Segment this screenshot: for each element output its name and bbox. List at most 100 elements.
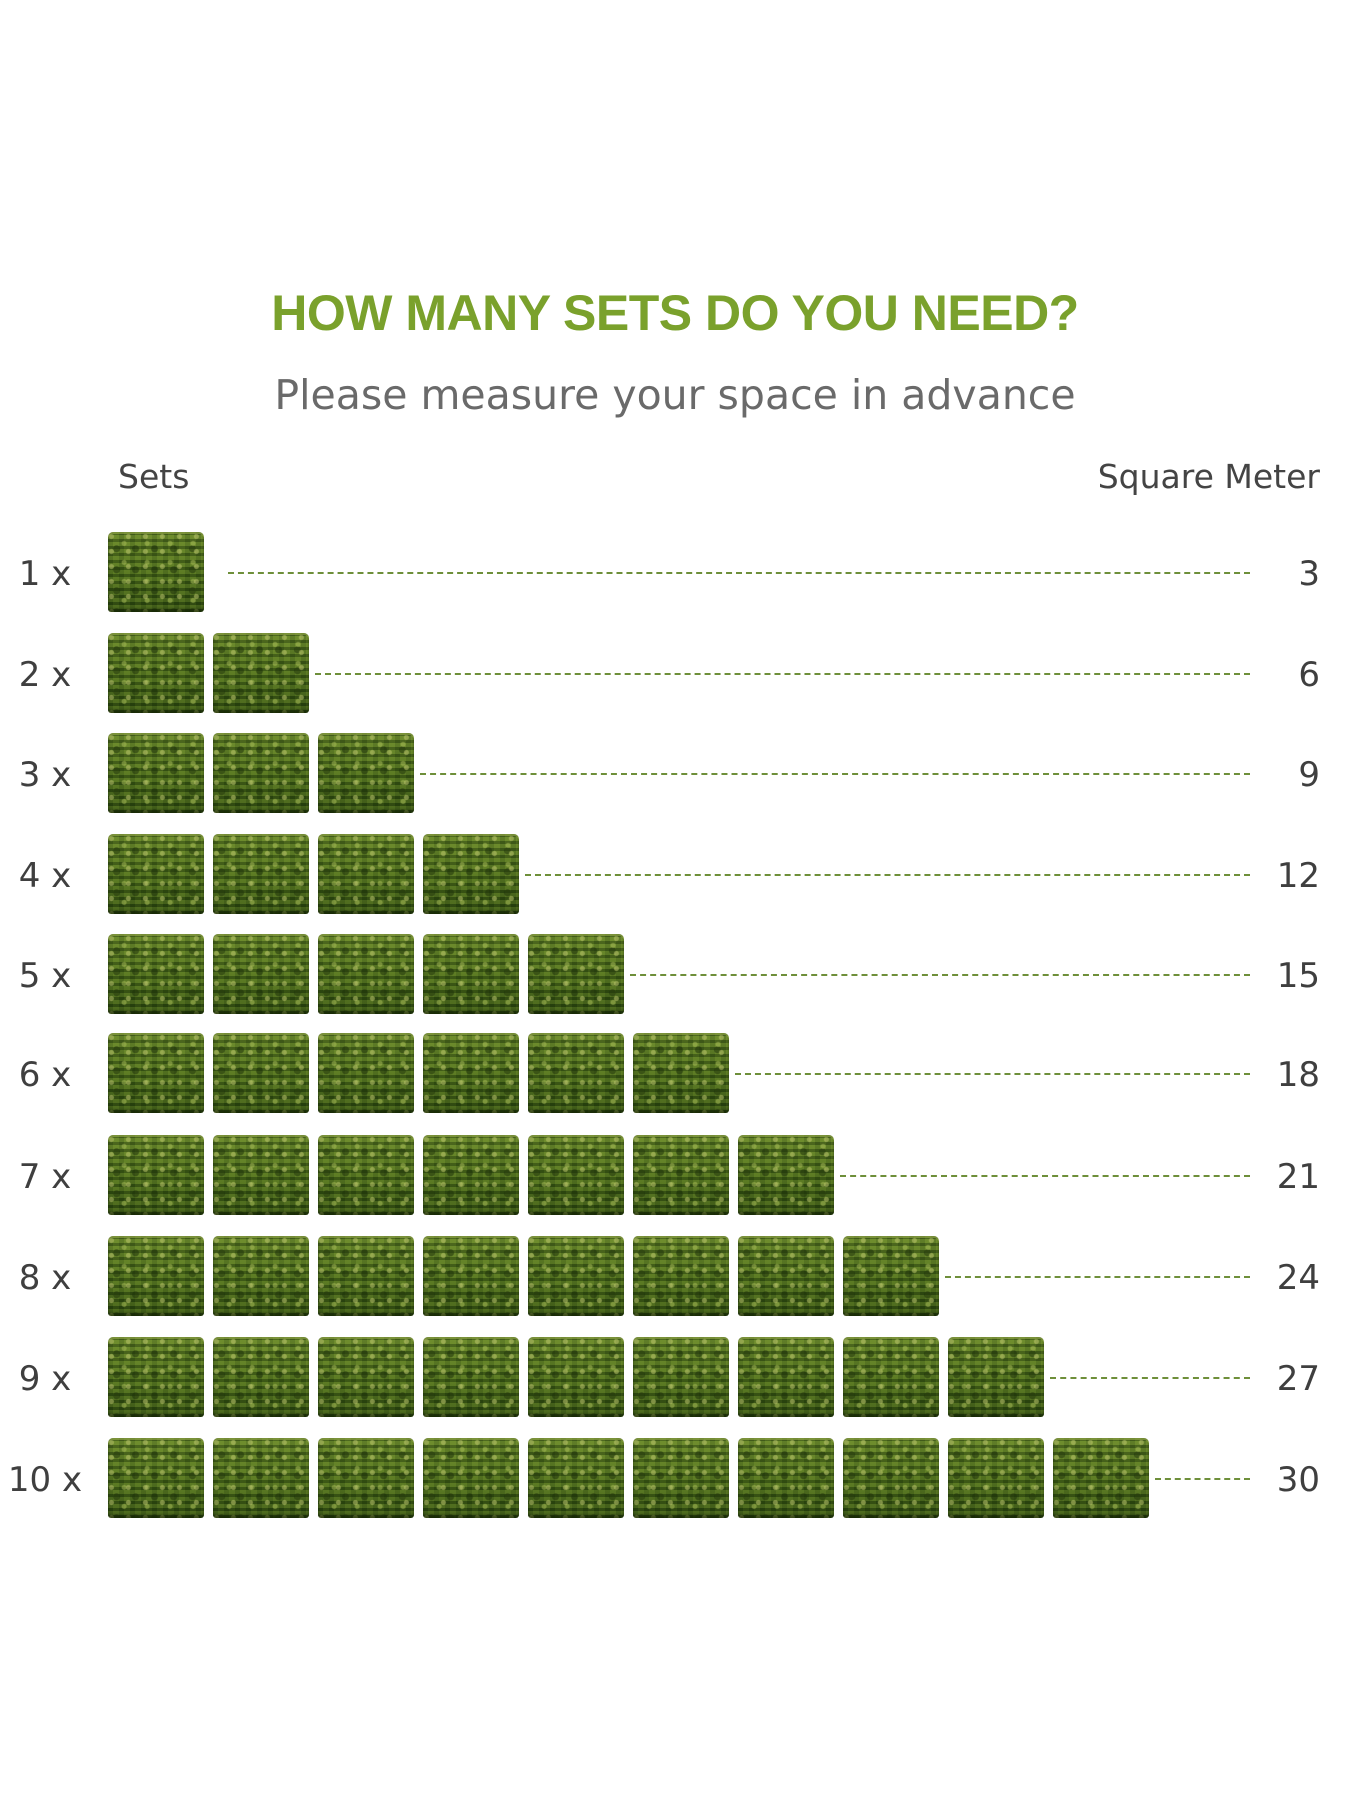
sets-row: 9 x 27 [0,1337,1350,1419]
grass-panel-icon [108,834,204,914]
dashed-leader-line [1155,1478,1250,1480]
grass-panel-icon [423,1135,519,1215]
sets-count-label: 5 x [18,956,72,996]
sets-count-label: 9 x [18,1359,72,1399]
square-meter-value: 24 [1276,1258,1320,1298]
dashed-leader-line [1050,1377,1250,1379]
grass-panel-icon [738,1438,834,1518]
grass-panel-icon [528,934,624,1014]
page-subtitle: Please measure your space in advance [274,371,1076,419]
grass-panel-icon [633,1236,729,1316]
grass-panel-icon [1053,1438,1149,1518]
grass-panel-icon [213,834,309,914]
grass-panel-icon [843,1337,939,1417]
grass-panel-icon [528,1337,624,1417]
grass-panel-icon [318,733,414,813]
sets-column-header: Sets [118,457,190,496]
grass-panel-icon [108,1135,204,1215]
sets-count-label: 1 x [18,554,72,594]
grass-panel-icon [528,1135,624,1215]
grass-panel-icon [738,1236,834,1316]
sets-count-label: 4 x [18,856,72,896]
square-meter-value: 3 [1298,554,1320,594]
grass-panel-group [108,532,213,614]
grass-panel-icon [948,1337,1044,1417]
dashed-leader-line [315,673,1250,675]
square-meter-value: 12 [1276,856,1320,896]
grass-panel-group [108,934,633,1016]
dashed-leader-line [228,572,1250,574]
page-title: HOW MANY SETS DO YOU NEED? [271,285,1079,341]
grass-panel-icon [213,1236,309,1316]
grass-panel-icon [213,1337,309,1417]
grass-panel-icon [423,1438,519,1518]
grass-panel-group [108,633,318,715]
square-meter-column-header: Square Meter [1097,457,1320,496]
square-meter-value: 21 [1276,1157,1320,1197]
sets-row: 5 x 15 [0,934,1350,1016]
dashed-leader-line [420,773,1250,775]
grass-panel-icon [528,1033,624,1113]
grass-panel-icon [213,1033,309,1113]
sets-row: 4 x 12 [0,834,1350,916]
dashed-leader-line [945,1276,1250,1278]
square-meter-value: 18 [1276,1055,1320,1095]
sets-count-label: 3 x [18,755,72,795]
grass-panel-group [108,1337,1053,1419]
grass-panel-icon [318,1438,414,1518]
square-meter-value: 6 [1298,655,1320,695]
sets-row: 2 x 6 [0,633,1350,715]
grass-panel-group [108,1236,948,1318]
grass-panel-icon [213,733,309,813]
grass-panel-icon [318,1236,414,1316]
grass-panel-icon [318,1033,414,1113]
grass-panel-icon [738,1135,834,1215]
grass-panel-icon [318,1135,414,1215]
grass-panel-group [108,1033,738,1115]
grass-panel-icon [423,1033,519,1113]
grass-panel-group [108,1135,843,1217]
grass-panel-icon [108,934,204,1014]
grass-panel-icon [108,1236,204,1316]
dashed-leader-line [525,874,1250,876]
grass-panel-icon [738,1337,834,1417]
sets-count-label: 7 x [18,1157,72,1197]
grass-panel-icon [213,1135,309,1215]
grass-panel-group [108,1438,1158,1520]
grass-panel-icon [318,1337,414,1417]
grass-panel-icon [948,1438,1044,1518]
dashed-leader-line [630,974,1250,976]
dashed-leader-line [735,1073,1250,1075]
sets-row: 3 x 9 [0,733,1350,815]
grass-panel-group [108,834,528,916]
grass-panel-icon [633,1033,729,1113]
square-meter-value: 15 [1276,956,1320,996]
grass-panel-icon [108,733,204,813]
grass-panel-icon [213,934,309,1014]
grass-panel-icon [843,1438,939,1518]
sets-row: 10 x 30 [0,1438,1350,1520]
grass-panel-icon [108,1438,204,1518]
sets-count-label: 6 x [18,1055,72,1095]
grass-panel-icon [528,1236,624,1316]
grass-panel-icon [423,834,519,914]
dashed-leader-line [840,1175,1250,1177]
grass-panel-group [108,733,423,815]
square-meter-value: 9 [1298,755,1320,795]
grass-panel-icon [633,1337,729,1417]
sets-row: 8 x 24 [0,1236,1350,1318]
sets-row: 7 x 21 [0,1135,1350,1217]
sets-row: 1 x 3 [0,532,1350,614]
sets-count-label: 2 x [18,655,72,695]
grass-panel-icon [108,532,204,612]
grass-panel-icon [423,1236,519,1316]
grass-panel-icon [318,834,414,914]
sets-count-label: 10 x [7,1460,83,1500]
grass-panel-icon [213,1438,309,1518]
grass-panel-icon [528,1438,624,1518]
grass-panel-icon [108,633,204,713]
grass-panel-icon [633,1135,729,1215]
grass-panel-icon [633,1438,729,1518]
sets-row: 6 x 18 [0,1033,1350,1115]
grass-panel-icon [843,1236,939,1316]
